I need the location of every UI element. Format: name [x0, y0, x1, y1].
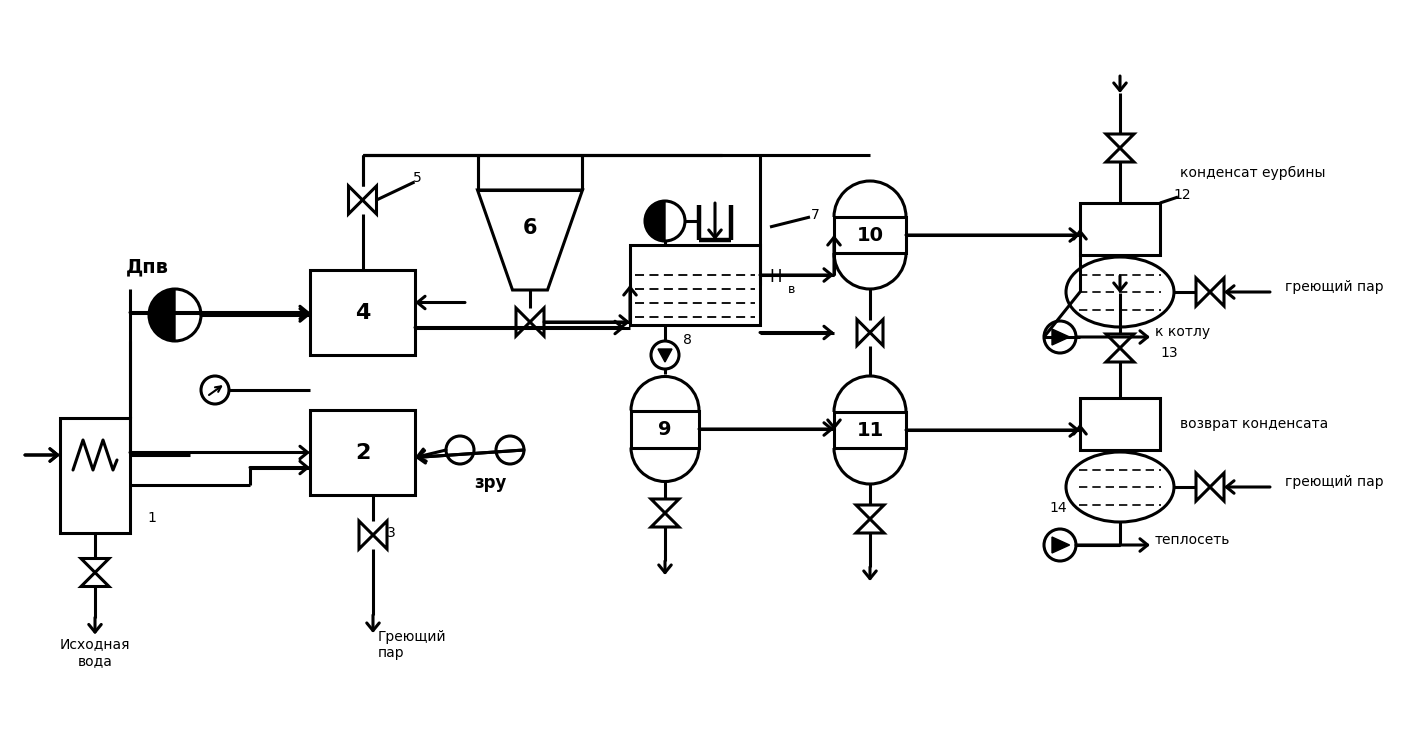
- Circle shape: [201, 376, 228, 404]
- Circle shape: [496, 436, 524, 464]
- Bar: [1080, 398, 1160, 450]
- Bar: [310, 410, 416, 495]
- Bar: [60, 417, 130, 533]
- Text: 11: 11: [857, 420, 884, 440]
- Text: 2: 2: [354, 443, 370, 463]
- Text: Греющий
пар: Греющий пар: [378, 630, 447, 660]
- Circle shape: [446, 436, 474, 464]
- Text: Исходная
вода: Исходная вода: [60, 638, 130, 668]
- Text: 9: 9: [658, 419, 671, 439]
- Text: Н: Н: [770, 268, 783, 286]
- Circle shape: [149, 289, 201, 341]
- Bar: [630, 245, 760, 325]
- Polygon shape: [658, 349, 673, 362]
- Text: 5: 5: [413, 171, 421, 185]
- Ellipse shape: [1065, 452, 1174, 522]
- Bar: [310, 270, 416, 355]
- Text: 7: 7: [811, 208, 820, 222]
- Text: 13: 13: [1160, 346, 1178, 360]
- Text: конденсат еурбины: конденсат еурбины: [1180, 166, 1325, 180]
- Polygon shape: [1052, 329, 1070, 345]
- Bar: [631, 410, 698, 448]
- Wedge shape: [645, 201, 665, 241]
- Circle shape: [645, 201, 685, 241]
- Text: 8: 8: [683, 333, 691, 347]
- Text: зру: зру: [474, 474, 506, 492]
- Text: 6: 6: [523, 218, 537, 238]
- Text: 14: 14: [1050, 501, 1067, 515]
- Bar: [834, 217, 905, 253]
- Text: 1: 1: [147, 510, 157, 524]
- Bar: [1080, 203, 1160, 255]
- Text: 12: 12: [1174, 188, 1191, 202]
- Bar: [834, 412, 905, 448]
- Circle shape: [1044, 321, 1077, 353]
- Text: к котлу: к котлу: [1155, 325, 1210, 339]
- Wedge shape: [149, 289, 176, 341]
- Text: 3: 3: [387, 526, 396, 540]
- Text: теплосеть: теплосеть: [1155, 533, 1231, 547]
- Text: Дпв: Дпв: [126, 258, 169, 276]
- Text: 10: 10: [857, 226, 884, 244]
- Ellipse shape: [1065, 257, 1174, 327]
- Text: в: в: [788, 283, 795, 296]
- Text: греющий пар: греющий пар: [1285, 280, 1384, 294]
- Polygon shape: [1052, 537, 1070, 553]
- Text: 4: 4: [354, 302, 370, 323]
- Text: греющий пар: греющий пар: [1285, 475, 1384, 489]
- Circle shape: [651, 341, 678, 369]
- Circle shape: [1044, 529, 1077, 561]
- Text: возврат конденсата: возврат конденсата: [1180, 417, 1328, 431]
